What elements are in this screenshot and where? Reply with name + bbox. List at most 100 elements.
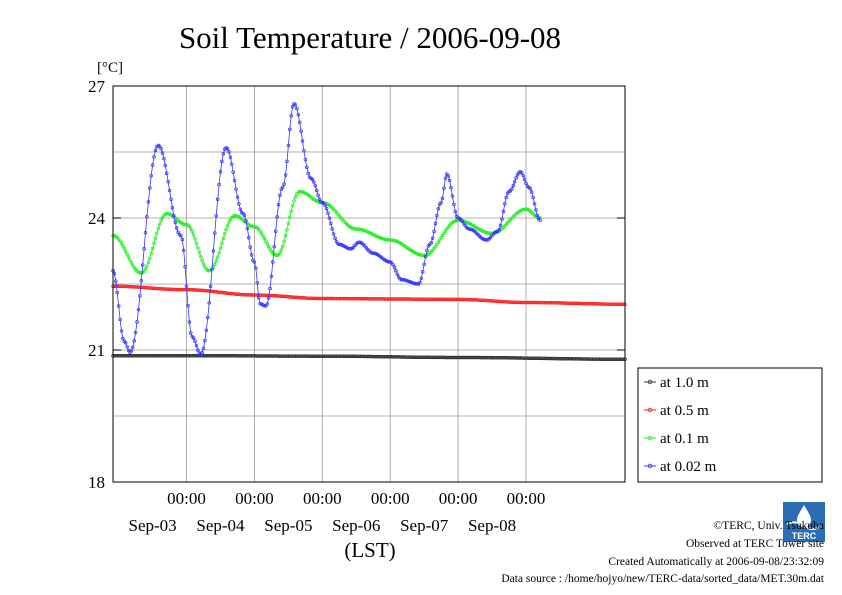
data-point <box>146 200 151 204</box>
data-point <box>391 262 395 267</box>
data-point <box>269 274 274 279</box>
data-point <box>288 127 292 132</box>
data-point <box>204 328 209 332</box>
data-point <box>225 146 230 151</box>
data-point <box>302 148 306 153</box>
data-point <box>174 226 179 230</box>
data-point <box>415 282 419 286</box>
data-point <box>194 343 199 348</box>
data-point <box>159 147 163 151</box>
data-point <box>210 267 214 271</box>
data-point <box>228 155 233 160</box>
data-point <box>268 286 272 291</box>
data-point <box>221 236 226 241</box>
data-point <box>157 144 162 149</box>
x-axis-label: (LST) <box>344 538 395 562</box>
data-point <box>272 244 276 249</box>
data-point <box>330 227 334 231</box>
data-point <box>446 173 450 178</box>
data-point <box>245 226 250 231</box>
data-point <box>422 262 426 266</box>
data-point <box>443 176 448 180</box>
data-point <box>452 202 456 207</box>
x-tick-date-label: Sep-07 <box>400 516 449 535</box>
data-point <box>289 209 293 214</box>
data-point <box>119 241 124 246</box>
legend-item: at 0.1 m <box>644 431 709 447</box>
data-point <box>433 221 438 226</box>
data-point <box>201 262 206 266</box>
data-point <box>231 170 235 174</box>
legend-swatch-marker <box>647 379 653 385</box>
data-point <box>512 179 517 184</box>
data-point <box>447 178 452 183</box>
series-at-0-1-m <box>111 189 542 275</box>
series-at-0-5-m <box>111 284 627 306</box>
data-point <box>273 229 278 233</box>
data-point <box>143 230 148 235</box>
data-point <box>262 236 267 241</box>
data-point <box>450 194 455 198</box>
data-point <box>213 262 217 267</box>
data-point <box>193 237 197 241</box>
data-point <box>504 195 508 200</box>
x-tick-time-label: 00:00 <box>507 489 546 508</box>
data-point <box>323 203 327 208</box>
data-point <box>538 218 542 222</box>
data-point <box>286 221 291 226</box>
data-point <box>293 195 298 199</box>
x-tick-time-label: 00:00 <box>303 489 342 508</box>
terc-logo: TERC <box>783 502 825 542</box>
data-point <box>432 229 436 234</box>
data-point <box>184 222 189 227</box>
legend-swatch-marker <box>647 463 653 469</box>
data-point <box>132 339 136 343</box>
data-point <box>190 229 194 234</box>
data-point <box>280 185 285 189</box>
data-point <box>288 215 292 220</box>
data-point <box>234 187 238 191</box>
data-point <box>114 279 118 283</box>
legend-swatch-marker <box>647 407 653 413</box>
data-point <box>333 236 337 241</box>
data-point <box>169 197 173 202</box>
data-point <box>153 148 158 153</box>
data-point <box>316 193 320 197</box>
x-tick-date-label: Sep-04 <box>196 516 245 535</box>
data-point <box>453 209 458 214</box>
data-point <box>191 336 196 340</box>
data-point <box>173 220 177 225</box>
data-point <box>196 245 200 250</box>
data-source-text: Data source : /home/hojyo/new/TERC-data/… <box>501 573 824 585</box>
data-point <box>282 182 286 186</box>
y-tick-label: 24 <box>88 209 106 228</box>
data-point <box>125 344 129 349</box>
data-point <box>142 247 146 251</box>
data-point <box>327 216 332 220</box>
data-point <box>166 179 170 184</box>
data-point <box>200 258 204 263</box>
data-point <box>186 303 190 308</box>
grid-lines <box>113 85 625 483</box>
data-point <box>215 197 220 202</box>
data-point <box>282 239 286 243</box>
data-point <box>224 227 228 232</box>
data-point <box>249 253 254 257</box>
data-point <box>425 248 429 252</box>
data-point <box>442 186 446 191</box>
data-point <box>394 269 398 273</box>
y-axis-unit-label: [°C] <box>97 60 123 76</box>
data-point <box>145 215 149 219</box>
data-point <box>357 240 361 244</box>
data-point <box>218 170 223 174</box>
data-point <box>157 222 162 226</box>
data-point <box>230 162 234 166</box>
data-point <box>194 241 199 245</box>
data-point <box>252 225 257 229</box>
data-point <box>258 302 262 306</box>
data-point <box>214 213 218 218</box>
data-point <box>248 245 252 249</box>
data-point <box>172 213 176 218</box>
data-point <box>115 290 119 295</box>
